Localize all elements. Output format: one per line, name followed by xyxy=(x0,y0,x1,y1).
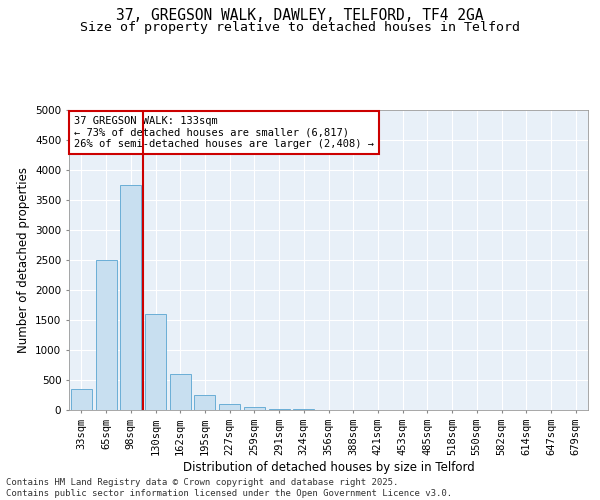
Y-axis label: Number of detached properties: Number of detached properties xyxy=(17,167,29,353)
Bar xyxy=(219,404,240,410)
Bar xyxy=(120,185,141,410)
Bar xyxy=(71,389,92,410)
X-axis label: Distribution of detached houses by size in Telford: Distribution of detached houses by size … xyxy=(182,460,475,473)
Text: Size of property relative to detached houses in Telford: Size of property relative to detached ho… xyxy=(80,22,520,35)
Bar xyxy=(170,374,191,410)
Bar xyxy=(145,314,166,410)
Bar xyxy=(95,260,116,410)
Bar xyxy=(244,407,265,410)
Bar xyxy=(194,395,215,410)
Text: Contains HM Land Registry data © Crown copyright and database right 2025.
Contai: Contains HM Land Registry data © Crown c… xyxy=(6,478,452,498)
Bar xyxy=(269,409,290,410)
Text: 37, GREGSON WALK, DAWLEY, TELFORD, TF4 2GA: 37, GREGSON WALK, DAWLEY, TELFORD, TF4 2… xyxy=(116,8,484,22)
Text: 37 GREGSON WALK: 133sqm
← 73% of detached houses are smaller (6,817)
26% of semi: 37 GREGSON WALK: 133sqm ← 73% of detache… xyxy=(74,116,374,149)
